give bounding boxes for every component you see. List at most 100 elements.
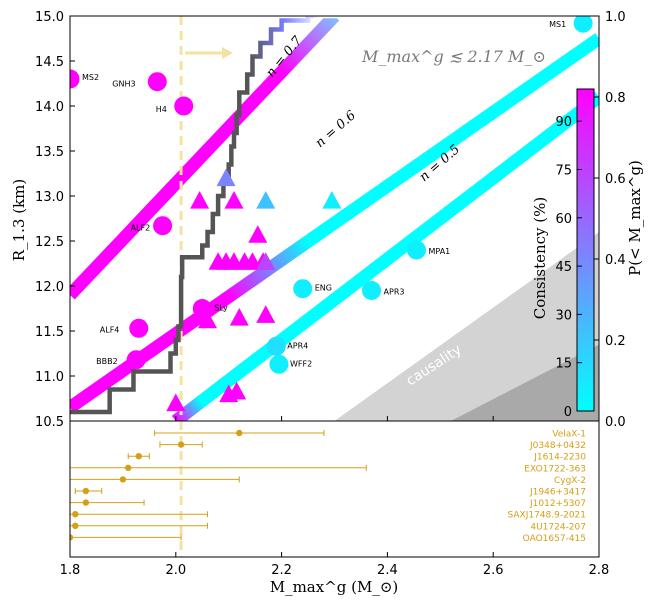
x-tick-label: 2.4 — [377, 563, 398, 578]
band-3 — [171, 91, 599, 421]
model-triangles — [166, 168, 342, 412]
model-triangle — [322, 191, 342, 209]
x-axis-label: M_max^g (M_⊙) — [270, 578, 399, 596]
pulsar-point — [70, 534, 74, 541]
mass-bound-arrowhead — [222, 47, 233, 59]
pulsar-label: J1012+5307 — [529, 499, 586, 509]
colorbar-tick-label: 90 — [555, 115, 572, 130]
y-tick-label: 12.0 — [35, 280, 64, 295]
x-tick-label: 2.0 — [165, 563, 186, 578]
eos-label: SLy — [214, 304, 228, 313]
y-axis-ticks: 10.5 11.0 11.5 12.0 12.5 13.0 13.5 14.0 14.5 15.0 — [35, 10, 75, 430]
eos-point — [266, 336, 286, 356]
eos-point — [293, 279, 313, 299]
eos-point — [269, 354, 289, 374]
pulsar-label: 4U1724-207 — [530, 522, 586, 532]
colorbar: 0 15 30 45 60 75 90 Consistency (%) — [531, 88, 595, 420]
eos-point — [174, 96, 194, 116]
y-tick-label: 11.0 — [35, 370, 64, 385]
pulsar-point — [236, 429, 243, 437]
main-plot: MS1 MS2 GNH3 H4 ALF2 MPA1 ENG APR3 SLy ALF4 APR4 BB… — [70, 16, 599, 421]
pulsar-label: J1614-2230 — [533, 453, 586, 463]
colorbar-tick-label: 45 — [555, 260, 572, 275]
eos-label: WFF2 — [290, 359, 312, 368]
colorbar-tick-label: 15 — [555, 357, 572, 372]
colorbar-tick-label: 75 — [555, 164, 572, 179]
y-tick-label: 13.5 — [35, 145, 64, 160]
model-triangle — [166, 393, 186, 412]
colorbar-tick-label: 0 — [564, 405, 572, 420]
right-axis-ticks: 0.0 0.2 0.4 0.6 0.8 1.0 — [594, 10, 626, 430]
band-2 — [70, 33, 599, 413]
causality-dark — [450, 344, 599, 421]
right-tick-label: 0.8 — [605, 91, 626, 106]
pulsar-label: VelaX-1 — [552, 430, 586, 440]
model-triangle — [256, 305, 276, 323]
y-tick-label: 15.0 — [35, 10, 64, 25]
eos-label: MPA1 — [428, 247, 450, 256]
eos-label: H4 — [156, 105, 167, 114]
y-axis-label: R_1.3 (km) — [10, 179, 28, 261]
causality-light — [334, 232, 599, 421]
eos-point — [406, 240, 426, 260]
y-tick-label: 10.5 — [35, 415, 64, 430]
mass-cdf-curve — [70, 16, 599, 415]
colorbar-tick-label: 30 — [555, 308, 572, 323]
pulsar-point — [82, 487, 90, 495]
pulsar-label: OAO1657-415 — [523, 534, 586, 544]
pulsar-point — [119, 476, 127, 483]
model-triangle — [198, 310, 218, 329]
eos-label: ENG — [315, 284, 332, 293]
pulsar-label: CygX-2 — [554, 476, 586, 486]
eos-point — [70, 69, 80, 89]
eos-circles: MS1 MS2 GNH3 H4 ALF2 MPA1 ENG APR3 SLy ALF4 APR4 BB… — [70, 16, 593, 374]
y-tick-label: 14.0 — [35, 100, 64, 115]
eos-label: MS1 — [549, 20, 566, 29]
eos-label: ALF4 — [100, 325, 120, 334]
mass-bound-annotation: M_max^g ≲ 2.17 M_⊙ — [361, 47, 546, 66]
cdf-staircase — [70, 16, 599, 415]
colorbar-ticks: 0 15 30 45 60 75 90 — [555, 115, 582, 420]
eos-point — [362, 281, 382, 300]
eos-label: BBB2 — [96, 357, 118, 366]
model-triangle — [229, 308, 249, 326]
right-tick-label: 0.2 — [605, 334, 626, 349]
pulsar-label: SAXJ1748.9-2021 — [508, 511, 587, 521]
eos-point — [192, 299, 212, 318]
x-tick-label: 1.8 — [60, 563, 81, 578]
x-tick-label: 2.6 — [483, 563, 504, 578]
right-tick-label: 0.0 — [605, 415, 626, 430]
right-tick-label: 0.6 — [605, 172, 626, 187]
eos-point — [153, 216, 173, 236]
causality-region — [334, 232, 599, 421]
eos-label: APR3 — [384, 288, 405, 297]
model-triangle — [190, 191, 210, 209]
lower-frame — [69, 420, 600, 558]
colorbar-left-label: Consistency (%) — [531, 197, 549, 320]
pulsar-point — [72, 511, 79, 518]
model-triangle — [227, 381, 247, 400]
right-tick-label: 1.0 — [605, 10, 626, 25]
pulsar-errorbars — [70, 429, 367, 541]
x-axis-ticks: 1.8 2.0 2.2 2.4 2.6 2.8 — [60, 416, 609, 578]
y-tick-label: 14.5 — [35, 55, 64, 70]
pulsar-label: J0348+0432 — [529, 441, 586, 451]
eos-point — [129, 318, 149, 338]
pulsar-label: J1946+3417 — [529, 488, 586, 498]
pulsar-point — [124, 464, 132, 471]
x-tick-label: 2.2 — [271, 563, 292, 578]
model-triangle — [256, 191, 276, 209]
eos-point — [147, 72, 167, 92]
pulsar-point — [72, 522, 79, 529]
band-label-n06: n = 0.6 — [313, 108, 359, 151]
pulsar-label: EXO1722-363 — [524, 464, 586, 474]
right-axis-label: P(< M_max^g) — [626, 160, 644, 276]
model-triangle — [248, 225, 268, 243]
band-1 — [70, 16, 340, 300]
pulsar-point — [82, 499, 90, 506]
y-tick-label: 12.5 — [35, 235, 64, 250]
model-triangle — [256, 252, 276, 270]
